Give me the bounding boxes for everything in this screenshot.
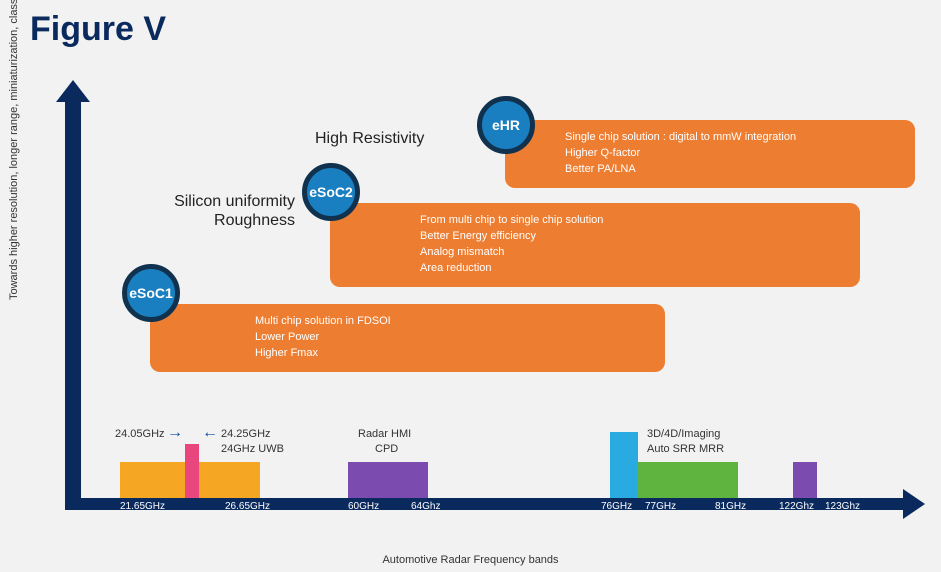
tick-26-65: 26.65GHz xyxy=(225,501,270,512)
tick-122: 122Ghz xyxy=(779,501,814,512)
anno-24-05: 24.05GHz xyxy=(115,428,165,440)
anno-imaging: 3D/4D/Imaging xyxy=(647,428,720,440)
band-60ghz xyxy=(348,462,428,498)
x-axis-label: Automotive Radar Frequency bands xyxy=(382,554,558,566)
anno-srr: Auto SRR MRR xyxy=(647,443,724,455)
box-ehr: Single chip solution : digital to mmW in… xyxy=(505,120,915,188)
box-esoc2: From multi chip to single chip solution … xyxy=(330,203,860,287)
circle-esoc2-label: eSoC2 xyxy=(309,184,353,200)
esoc2-line4: Area reduction xyxy=(420,261,846,277)
arrow-left-icon: ← xyxy=(202,424,218,442)
esoc2-line2: Better Energy efficiency xyxy=(420,229,846,245)
circle-esoc2: eSoC2 xyxy=(302,163,360,221)
ehr-line2: Higher Q-factor xyxy=(565,146,901,162)
circle-esoc1-label: eSoC1 xyxy=(129,285,173,301)
y-axis-label: Towards higher resolution, longer range,… xyxy=(8,0,20,300)
tick-60: 60GHz xyxy=(348,501,379,512)
box-esoc1: Multi chip solution in FDSOI Lower Power… xyxy=(150,304,665,372)
x-axis-arrow-head xyxy=(903,489,925,519)
circle-ehr-label: eHR xyxy=(492,117,520,133)
figure-title: Figure V xyxy=(30,10,166,49)
esoc1-line3: Higher Fmax xyxy=(255,346,651,362)
tick-64: 64Ghz xyxy=(411,501,440,512)
title-high-resistivity: High Resistivity xyxy=(315,130,424,148)
band-76ghz xyxy=(610,432,638,498)
ehr-line1: Single chip solution : digital to mmW in… xyxy=(565,130,901,146)
band-77ghz xyxy=(638,462,738,498)
circle-ehr: eHR xyxy=(477,96,535,154)
esoc1-line1: Multi chip solution in FDSOI xyxy=(255,314,651,330)
tick-81: 81GHz xyxy=(715,501,746,512)
esoc2-line1: From multi chip to single chip solution xyxy=(420,213,846,229)
title-silicon-uniformity: Silicon uniformity xyxy=(160,193,295,211)
circle-esoc1: eSoC1 xyxy=(122,264,180,322)
anno-cpd: CPD xyxy=(375,443,398,455)
anno-uwb: 24GHz UWB xyxy=(221,443,284,455)
tick-76: 76GHz xyxy=(601,501,632,512)
title-roughness: Roughness xyxy=(160,212,295,230)
chart-area: 21.65GHz 26.65GHz 60GHz 64Ghz 76GHz 77GH… xyxy=(65,80,925,540)
y-axis-arrow xyxy=(65,98,81,500)
band-24ghz-narrow xyxy=(185,444,199,498)
y-axis-arrow-head xyxy=(56,80,90,102)
tick-77: 77GHz xyxy=(645,501,676,512)
ehr-line3: Better PA/LNA xyxy=(565,162,901,178)
tick-21-65: 21.65GHz xyxy=(120,501,165,512)
esoc2-line3: Analog mismatch xyxy=(420,245,846,261)
band-122ghz xyxy=(793,462,817,498)
anno-24-25: 24.25GHz xyxy=(221,428,271,440)
anno-radarhmi: Radar HMI xyxy=(358,428,411,440)
esoc1-line2: Lower Power xyxy=(255,330,651,346)
arrow-right-icon: → xyxy=(167,424,183,442)
tick-123: 123Ghz xyxy=(825,501,860,512)
